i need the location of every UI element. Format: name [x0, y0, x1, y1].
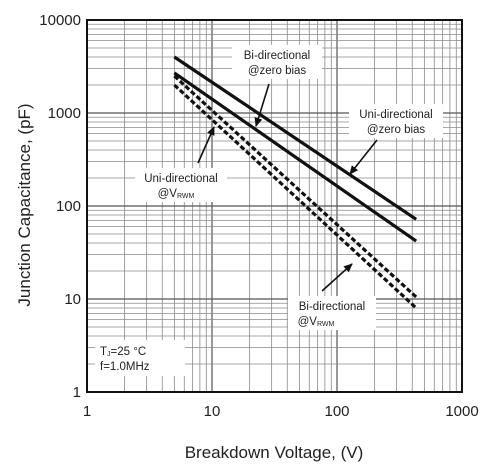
svg-text:Uni-directional: Uni-directional	[359, 109, 433, 121]
plot-frame	[86, 19, 463, 393]
y-tick-label: 100	[56, 198, 81, 215]
series-group	[173, 55, 418, 310]
x-tick-label: 1	[83, 403, 91, 420]
x-tick-labels: 1 10 100 1000	[83, 403, 479, 420]
conditions-box: TJ=25 °C f=1.0MHz	[95, 340, 185, 376]
x-tick-label: 1000	[445, 403, 478, 420]
y-tick-label: 1	[73, 384, 81, 401]
x-tick-label: 10	[204, 403, 221, 420]
series-line-3	[173, 74, 418, 299]
y-tick-label: 10	[64, 291, 81, 308]
annotation-uni-zero: Uni-directional @zero bias	[349, 104, 443, 175]
series-line-4	[173, 83, 418, 310]
annotation-uni-vrwm: Uni-directional @VRWM	[135, 126, 227, 202]
series-line-1	[173, 55, 418, 221]
svg-text:@VRWM: @VRWM	[158, 188, 195, 200]
annotation-bi-vrwm: Bi-directional @VRWM	[288, 263, 376, 330]
y-axis-label: Junction Capacitance, (pF)	[15, 103, 34, 306]
svg-text:f=1.0MHz: f=1.0MHz	[100, 361, 150, 373]
svg-text:Bi-directional: Bi-directional	[299, 301, 365, 313]
svg-text:@VRWM: @VRWM	[298, 316, 335, 328]
svg-text:@zero bias: @zero bias	[367, 124, 426, 136]
annotation-bi-zero: Bi-directional @zero bias	[232, 45, 322, 127]
y-tick-label: 1000	[48, 105, 81, 122]
x-tick-label: 100	[324, 403, 349, 420]
y-tick-labels: 1 10 100 1000 10000	[39, 12, 81, 401]
svg-text:Bi-directional: Bi-directional	[244, 50, 310, 62]
svg-text:@zero bias: @zero bias	[248, 65, 307, 77]
x-axis-label: Breakdown Voltage, (V)	[185, 443, 364, 462]
svg-text:Uni-directional: Uni-directional	[144, 173, 218, 185]
series-line-2	[173, 71, 418, 243]
y-tick-label: 10000	[39, 12, 81, 29]
svg-text:TJ=25 °C: TJ=25 °C	[100, 346, 146, 358]
